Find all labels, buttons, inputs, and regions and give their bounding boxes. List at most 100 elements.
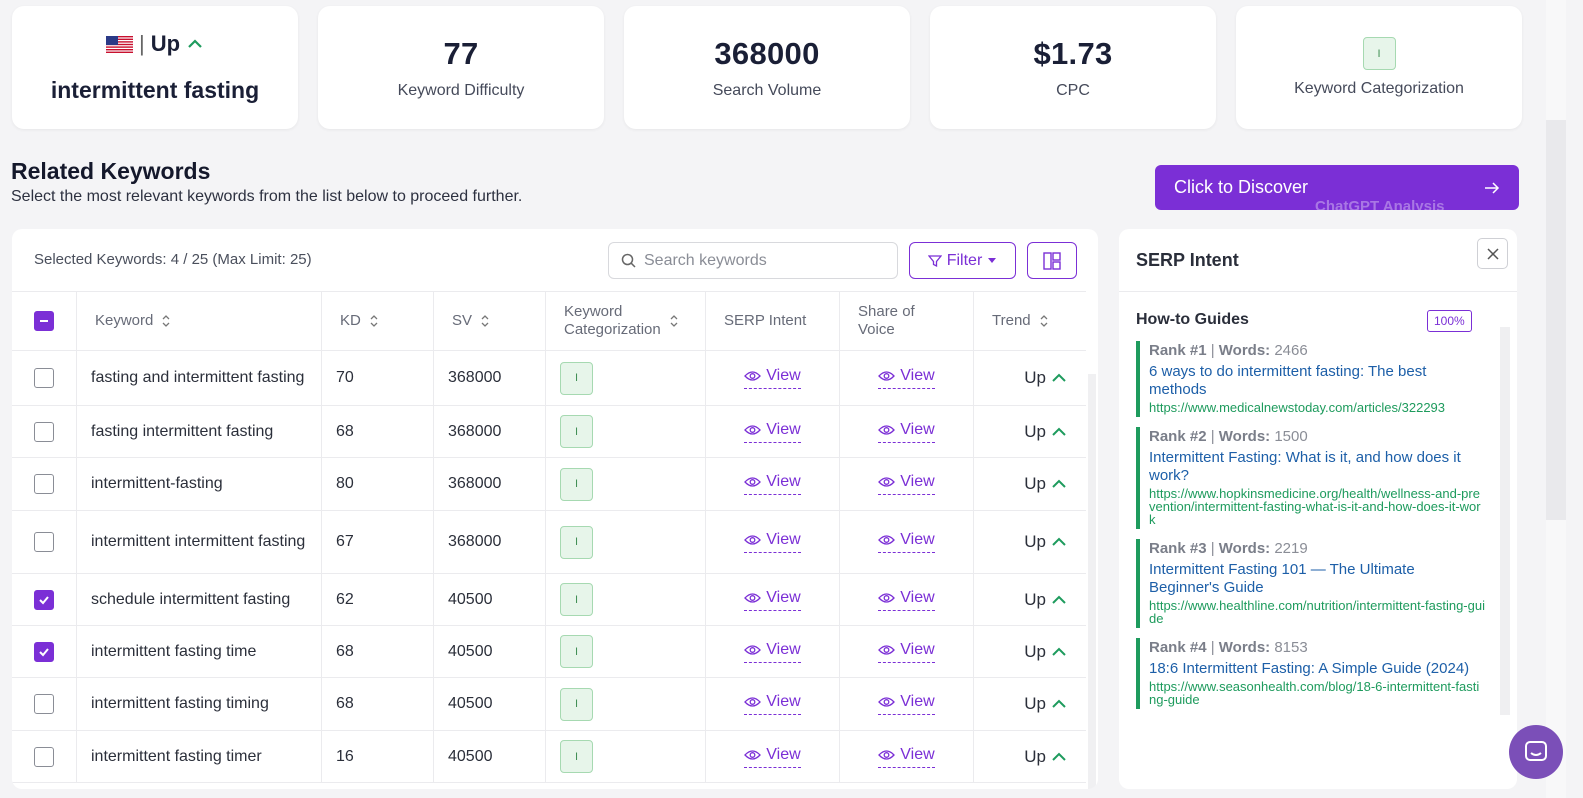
kd-cell: 16 [322,731,434,782]
keyword-cell: intermittent-fasting [77,458,322,510]
result-title-link[interactable]: Intermittent Fasting 101 — The Ultimate … [1149,561,1415,596]
sort-icon [1040,315,1048,327]
trend-cell: Up [974,458,1086,510]
sov-view-link[interactable]: View [878,746,935,768]
header-sv[interactable]: SV [434,292,546,350]
search-input[interactable] [644,251,884,270]
view-label: View [766,420,801,438]
header-categorization[interactable]: Keyword Categorization [546,292,706,350]
serp-cell: View [706,678,840,730]
result-meta: Rank #3 | Words: 2219 [1149,540,1308,557]
sov-view-link[interactable]: View [878,693,935,715]
row-checkbox[interactable] [34,421,54,442]
header-serp-label: SERP Intent [724,312,807,329]
cpc-label: CPC [1056,81,1090,99]
sov-view-link[interactable]: View [878,473,935,495]
sv-cell: 368000 [434,511,546,573]
row-checkbox[interactable] [34,746,54,767]
click-to-discover-button[interactable]: Click to Discover ChatGPT Analysis [1155,165,1519,210]
row-checkbox[interactable] [34,694,54,714]
search-box[interactable] [608,242,898,279]
header-trend[interactable]: Trend [974,292,1086,350]
categorization-badge: I [1362,37,1396,70]
table-scrollbar[interactable] [1088,374,1096,789]
trend-label: Up [1024,421,1046,441]
row-checkbox-checked[interactable] [34,589,54,610]
result-meta: Rank #4 | Words: 8153 [1149,639,1308,656]
row-checkbox[interactable] [34,368,54,388]
result-url-link[interactable]: https://www.hopkinsmedicine.org/health/w… [1149,486,1481,527]
result-title-link[interactable]: Intermittent Fasting: What is it, and ho… [1149,449,1461,484]
eye-icon [744,697,762,707]
serp-panel-title: SERP Intent [1136,250,1239,270]
row-checkbox-checked[interactable] [34,641,54,662]
main-keyword: intermittent fasting [50,77,260,103]
keyword-card: | Up intermittent fasting [12,6,298,129]
row-checkbox[interactable] [34,532,54,552]
result-meta: Rank #1 | Words: 2466 [1149,342,1308,359]
page-scrollbar-thumb[interactable] [1546,120,1566,520]
serp-view-link[interactable]: View [744,641,801,663]
discover-label: Click to Discover [1174,177,1309,197]
serp-view-link[interactable]: View [744,367,801,389]
eye-icon [744,644,762,655]
categorization-badge: I [560,583,593,616]
serp-view-link[interactable]: View [744,746,801,768]
categorization-card: I Keyword Categorization [1236,6,1522,129]
header-kd[interactable]: KD [322,292,434,350]
result-title-link[interactable]: 6 ways to do intermittent fasting: The b… [1149,363,1427,398]
eye-icon [878,371,896,381]
trend-label: Up [1024,641,1046,661]
filter-button[interactable]: Filter [909,242,1016,279]
result-url-link[interactable]: https://www.seasonhealth.com/blog/18-6-i… [1149,679,1480,707]
row-select-cell [12,678,77,730]
categorization-badge: I [560,525,593,559]
result-url-link[interactable]: https://www.healthline.com/nutrition/int… [1149,598,1485,626]
trend-up-icon [1052,373,1066,382]
result-words: 2219 [1274,540,1308,557]
sov-view-link[interactable]: View [878,531,935,553]
column-layout-button[interactable] [1027,242,1077,279]
layout-icon [1043,251,1061,270]
serp-view-link[interactable]: View [744,473,801,495]
result-words: 8153 [1274,639,1308,656]
close-button[interactable] [1477,238,1508,269]
serp-view-link[interactable]: View [744,531,801,553]
row-checkbox[interactable] [34,474,54,494]
sov-view-link[interactable]: View [878,421,935,443]
sov-view-link[interactable]: View [878,589,935,611]
sv-cell: 40500 [434,731,546,782]
select-all-checkbox[interactable] [34,311,54,331]
check-icon [39,595,49,604]
chat-support-button[interactable] [1509,725,1563,779]
difficulty-label: Keyword Difficulty [397,81,525,99]
sv-cell: 368000 [434,351,546,405]
result-url-link[interactable]: https://www.medicalnewstoday.com/article… [1149,400,1446,415]
serp-view-link[interactable]: View [744,588,801,611]
view-label: View [900,640,935,658]
sov-view-link[interactable]: View [878,640,935,663]
header-sov-line1: Share of [858,303,915,320]
sov-cell: View [840,678,974,730]
filter-icon [927,254,942,267]
sov-view-link[interactable]: View [878,367,935,389]
trend-up-icon [1052,427,1066,436]
eye-icon [878,535,896,545]
table-row: intermittent fasting timing 68 40500 I V… [12,678,1086,731]
trend-label: Up [1024,589,1046,609]
result-words-label: Words: [1218,639,1271,656]
sov-cell: View [840,351,974,405]
trend-cell: Up [974,626,1086,677]
serp-scrollbar[interactable] [1500,327,1510,715]
view-label: View [766,473,801,490]
serp-view-link[interactable]: View [744,420,801,443]
sov-cell: View [840,731,974,782]
view-label: View [766,588,801,606]
header-keyword[interactable]: Keyword [77,292,322,350]
row-select-cell [12,731,77,782]
categorization-cell: I [546,678,706,730]
view-label: View [900,367,935,384]
trend-cell: Up [974,731,1086,782]
result-title-link[interactable]: 18:6 Intermittent Fasting: A Simple Guid… [1149,660,1470,677]
serp-view-link[interactable]: View [744,693,801,715]
